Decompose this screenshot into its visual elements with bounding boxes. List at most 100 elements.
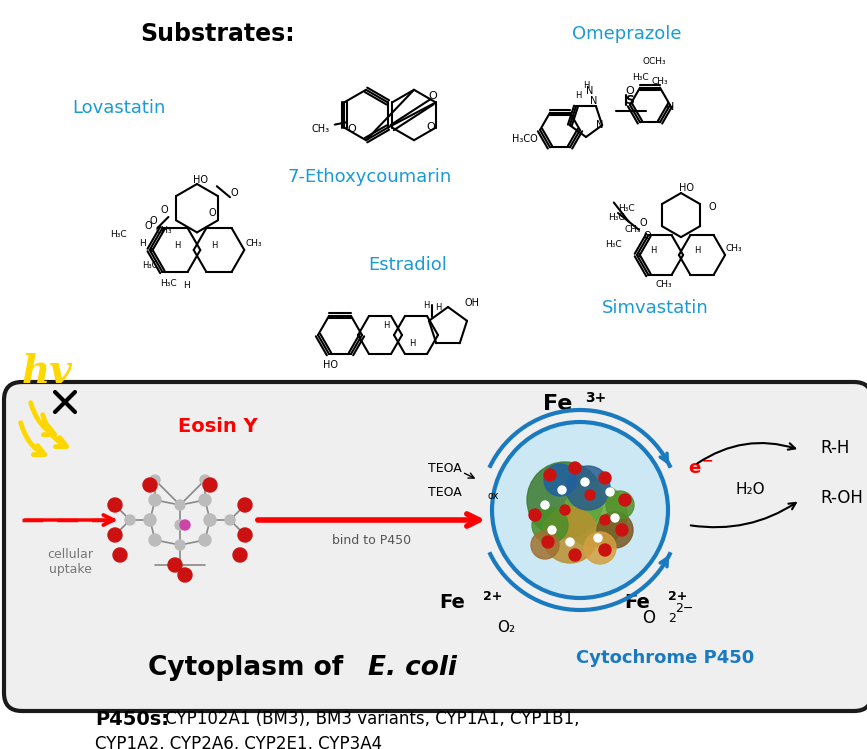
Text: O: O	[231, 188, 238, 198]
Circle shape	[203, 478, 217, 492]
Text: H: H	[575, 91, 581, 100]
Text: H: H	[383, 321, 389, 330]
Text: O: O	[427, 122, 435, 132]
Text: Eosin Y: Eosin Y	[178, 417, 257, 437]
Text: HO: HO	[323, 360, 337, 370]
Circle shape	[597, 512, 633, 548]
Circle shape	[584, 532, 616, 564]
Text: R-H: R-H	[820, 439, 850, 457]
Text: Estradiol: Estradiol	[368, 256, 447, 274]
Text: CH₃: CH₃	[656, 280, 673, 289]
Circle shape	[600, 515, 610, 525]
Text: Fe: Fe	[543, 394, 572, 414]
Circle shape	[566, 538, 574, 546]
Circle shape	[175, 540, 185, 550]
Text: 2+: 2+	[483, 590, 502, 604]
Circle shape	[225, 515, 235, 525]
Text: OH: OH	[465, 298, 479, 308]
Text: O: O	[643, 231, 651, 241]
Circle shape	[204, 514, 216, 526]
Text: H₂O: H₂O	[735, 482, 765, 497]
Text: Fe: Fe	[624, 593, 650, 613]
Text: H₃CO: H₃CO	[512, 134, 538, 144]
Circle shape	[563, 483, 627, 547]
Text: e: e	[688, 459, 701, 477]
Circle shape	[125, 515, 135, 525]
Circle shape	[585, 490, 595, 500]
Text: O: O	[149, 216, 157, 226]
Circle shape	[175, 500, 185, 510]
Text: H: H	[212, 241, 218, 250]
Text: CH₃: CH₃	[312, 124, 330, 134]
Text: CYP1A2, CYP2A6, CYP2E1, CYP3A4: CYP1A2, CYP2A6, CYP2E1, CYP3A4	[95, 735, 382, 749]
Circle shape	[150, 475, 160, 485]
Text: H₃C: H₃C	[608, 213, 624, 222]
Circle shape	[544, 464, 576, 496]
Text: ox: ox	[488, 491, 499, 501]
Text: 2: 2	[668, 612, 676, 625]
Text: H₃C: H₃C	[605, 240, 623, 249]
Text: HO: HO	[679, 183, 694, 192]
Text: Substrates:: Substrates:	[140, 22, 295, 46]
Circle shape	[149, 494, 161, 506]
Text: N: N	[596, 120, 603, 130]
Text: HO: HO	[192, 175, 207, 184]
Circle shape	[199, 534, 211, 546]
Text: O: O	[639, 219, 647, 228]
Circle shape	[606, 491, 634, 519]
Text: CH₃: CH₃	[624, 225, 641, 234]
Text: cellular
uptake: cellular uptake	[47, 548, 93, 576]
Text: bind to P450: bind to P450	[332, 534, 412, 547]
Text: H: H	[183, 281, 189, 290]
Circle shape	[238, 528, 252, 542]
Text: CH₃: CH₃	[652, 76, 668, 85]
Circle shape	[175, 520, 185, 530]
Circle shape	[180, 520, 190, 530]
Circle shape	[599, 472, 611, 484]
Text: O: O	[626, 86, 635, 96]
Text: O: O	[642, 609, 655, 627]
Text: H: H	[694, 246, 701, 255]
Text: TEOA: TEOA	[428, 485, 462, 499]
Text: O: O	[145, 221, 153, 231]
Text: Omeprazole: Omeprazole	[572, 25, 681, 43]
FancyBboxPatch shape	[4, 382, 867, 711]
Circle shape	[569, 462, 581, 474]
Text: Simvastatin: Simvastatin	[602, 299, 708, 317]
Circle shape	[566, 466, 610, 510]
Text: CYP102A1 (BM3), BM3 variants, CYP1A1, CYP1B1,: CYP102A1 (BM3), BM3 variants, CYP1A1, CY…	[160, 710, 579, 728]
Text: S: S	[625, 94, 635, 108]
Circle shape	[599, 544, 611, 556]
Text: H₃C: H₃C	[160, 279, 177, 288]
Circle shape	[531, 531, 559, 559]
Text: N: N	[586, 86, 594, 96]
Circle shape	[548, 526, 556, 534]
Circle shape	[113, 548, 127, 562]
Circle shape	[594, 534, 602, 542]
Circle shape	[108, 498, 122, 512]
Text: H₃C: H₃C	[110, 230, 127, 239]
Text: 7-Ethoxycoumarin: 7-Ethoxycoumarin	[288, 168, 452, 186]
Circle shape	[108, 528, 122, 542]
Circle shape	[144, 514, 156, 526]
Circle shape	[233, 548, 247, 562]
Circle shape	[544, 469, 556, 481]
Circle shape	[527, 462, 603, 538]
Text: Fe: Fe	[439, 593, 465, 613]
Text: O: O	[209, 207, 216, 218]
Circle shape	[532, 507, 568, 543]
Circle shape	[606, 488, 614, 496]
Text: 3+: 3+	[585, 391, 606, 405]
Circle shape	[569, 549, 581, 561]
Circle shape	[168, 558, 182, 572]
Circle shape	[560, 505, 570, 515]
Text: H: H	[409, 339, 415, 348]
Text: O: O	[347, 124, 356, 134]
Text: Lovastatin: Lovastatin	[72, 99, 166, 117]
Text: CH₃: CH₃	[725, 244, 742, 253]
Text: O: O	[160, 205, 168, 216]
Text: 2−: 2−	[675, 601, 694, 614]
Circle shape	[199, 494, 211, 506]
Text: O: O	[429, 91, 438, 101]
Text: H: H	[435, 303, 441, 312]
